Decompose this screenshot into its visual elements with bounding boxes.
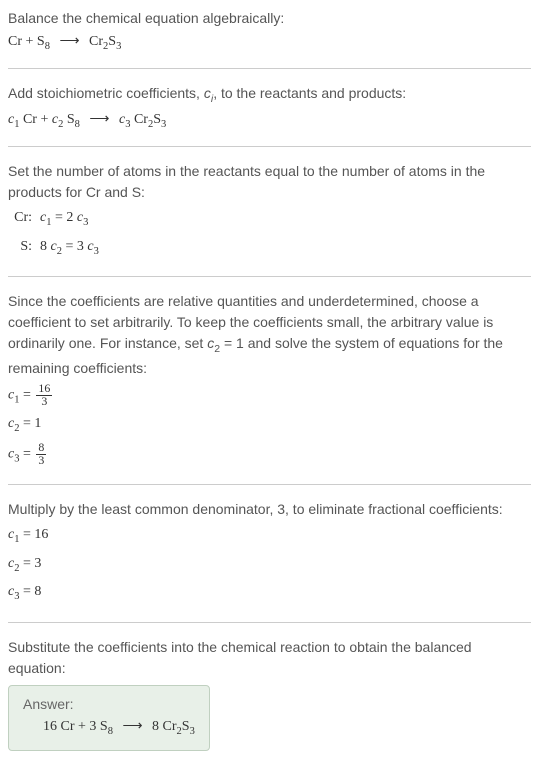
s2-ci: c (204, 85, 211, 101)
s2-t1: Add stoichiometric coefficients, (8, 85, 204, 101)
s-8: 8 (40, 239, 51, 254)
divider (8, 484, 531, 485)
s2-s8: S (63, 112, 74, 127)
section5-title: Multiply by the least common denominator… (8, 499, 531, 520)
section6-title: Substitute the coefficients into the che… (8, 637, 531, 679)
section2-equation: c1 Cr + c2 S8 ⟶ c3 Cr2S3 (8, 111, 531, 130)
s4-c3-den: 3 (36, 455, 46, 467)
s4-c1-line: c1 = 163 (8, 383, 531, 409)
section-balance: Balance the chemical equation algebraica… (8, 8, 531, 52)
s4-c1-den: 3 (39, 396, 49, 408)
s5-c3-line: c3 = 8 (8, 581, 531, 606)
s-mid: = 3 (62, 239, 87, 254)
section4-title: Since the coefficients are relative quan… (8, 291, 531, 379)
section3-s-eq: S: 8 c2 = 3 c3 (8, 236, 531, 261)
section3-title: Set the number of atoms in the reactants… (8, 161, 531, 203)
s4-c3-frac: 83 (36, 442, 46, 467)
s2-cr2: Cr (130, 112, 148, 127)
eq-rhs-sub2: 3 (116, 41, 121, 52)
s2-s8-sub: 8 (75, 119, 80, 130)
s5-c2-line: c2 = 3 (8, 553, 531, 578)
ans-s8-sub: 8 (108, 725, 113, 736)
ans-s-sub: 3 (190, 725, 195, 736)
s5-c3-val: = 8 (19, 584, 41, 599)
s5-c1-val: = 16 (19, 527, 48, 542)
s5-c1-line: c1 = 16 (8, 524, 531, 549)
cr-eq: c1 = 2 c3 (40, 207, 88, 232)
cr-label: Cr: (8, 207, 36, 229)
divider (8, 68, 531, 69)
ans-16cr: 16 Cr + 3 S (43, 719, 108, 734)
s4-c2-val: = 1 (19, 416, 41, 431)
s-c3-sub: 3 (94, 246, 99, 257)
arrow-icon: ⟶ (59, 33, 79, 50)
eq-lhs-sub: 8 (45, 41, 50, 52)
ans-s: S (182, 719, 190, 734)
eq-rhs-cr: Cr (89, 34, 103, 49)
section-multiply: Multiply by the least common denominator… (8, 499, 531, 606)
cr-c3-sub: 3 (83, 217, 88, 228)
s2-cr: Cr + (19, 112, 51, 127)
s-label: S: (8, 236, 36, 258)
s4-c3-line: c3 = 83 (8, 442, 531, 468)
answer-label: Answer: (23, 696, 195, 712)
s2-t2: , to the reactants and products: (213, 85, 406, 101)
section1-title: Balance the chemical equation algebraica… (8, 8, 531, 29)
s4-c3-eq: = (19, 446, 34, 461)
section-coefficients: Add stoichiometric coefficients, ci, to … (8, 83, 531, 130)
section3-cr-eq: Cr: c1 = 2 c3 (8, 207, 531, 232)
s4-c1-eq: = (19, 388, 34, 403)
section-atoms: Set the number of atoms in the reactants… (8, 161, 531, 260)
arrow-icon: ⟶ (122, 718, 142, 735)
s-eq: 8 c2 = 3 c3 (40, 236, 99, 261)
s2-s3-sub: 3 (161, 119, 166, 130)
ans-8: 8 Cr (152, 719, 177, 734)
s5-c2-val: = 3 (19, 556, 41, 571)
eq-lhs: Cr + S (8, 34, 45, 49)
answer-box: Answer: 16 Cr + 3 S8 ⟶ 8 Cr2S3 (8, 685, 210, 752)
section2-title: Add stoichiometric coefficients, ci, to … (8, 83, 531, 108)
s4-c1-frac: 163 (36, 383, 52, 408)
divider (8, 622, 531, 623)
s4-c2-line: c2 = 1 (8, 413, 531, 438)
divider (8, 276, 531, 277)
arrow-icon: ⟶ (89, 111, 109, 128)
cr-mid: = 2 (51, 210, 76, 225)
eq-rhs-s: S (108, 34, 116, 49)
s2-s3: S (153, 112, 161, 127)
section-answer: Substitute the coefficients into the che… (8, 637, 531, 752)
divider (8, 146, 531, 147)
section1-equation: Cr + S8 ⟶ Cr2S3 (8, 33, 531, 52)
answer-equation: 16 Cr + 3 S8 ⟶ 8 Cr2S3 (23, 718, 195, 737)
section-solve: Since the coefficients are relative quan… (8, 291, 531, 468)
